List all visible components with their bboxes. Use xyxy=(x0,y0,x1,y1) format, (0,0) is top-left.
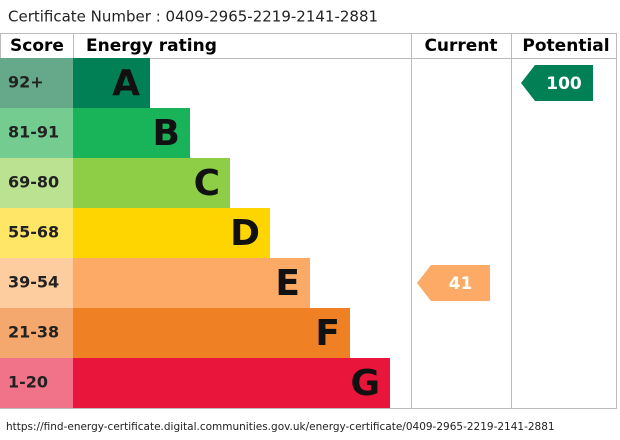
band-bar xyxy=(73,158,230,208)
band-letter: B xyxy=(153,113,180,154)
band-bar xyxy=(73,358,390,408)
header-potential: Potential xyxy=(522,36,609,56)
score-cell xyxy=(0,158,73,208)
header-current: Current xyxy=(424,36,497,56)
band-letter: F xyxy=(315,313,340,354)
score-range: 21-38 xyxy=(8,323,59,342)
band-letter: C xyxy=(194,163,220,204)
score-cell xyxy=(0,308,73,358)
current-value: 41 xyxy=(449,274,473,294)
band-bar xyxy=(73,108,190,158)
score-range: 81-91 xyxy=(8,123,59,142)
band-letter: E xyxy=(275,263,300,304)
score-cell xyxy=(0,108,73,158)
score-range: 55-68 xyxy=(8,223,59,242)
header-score: Score xyxy=(10,36,64,56)
potential-value: 100 xyxy=(546,74,582,94)
band-bar xyxy=(73,308,350,358)
certificate-number: Certificate Number : 0409-2965-2219-2141… xyxy=(8,8,378,26)
band-bar xyxy=(73,58,150,108)
score-cell xyxy=(0,208,73,258)
score-cell xyxy=(0,58,73,108)
band-bar xyxy=(73,258,310,308)
score-range: 1-20 xyxy=(8,373,48,392)
band-letter: G xyxy=(350,363,380,404)
url: https://find-energy-certificate.digital.… xyxy=(6,421,555,433)
score-range: 92+ xyxy=(8,73,44,92)
band-letter: A xyxy=(112,63,140,104)
score-range: 69-80 xyxy=(8,173,59,192)
potential-arrow xyxy=(521,65,593,101)
current-arrow xyxy=(417,265,490,301)
score-cell xyxy=(0,258,73,308)
band-letter: D xyxy=(230,213,260,254)
score-range: 39-54 xyxy=(8,273,59,292)
band-bar xyxy=(73,208,270,258)
header-rating: Energy rating xyxy=(86,36,217,56)
score-cell xyxy=(0,358,73,408)
